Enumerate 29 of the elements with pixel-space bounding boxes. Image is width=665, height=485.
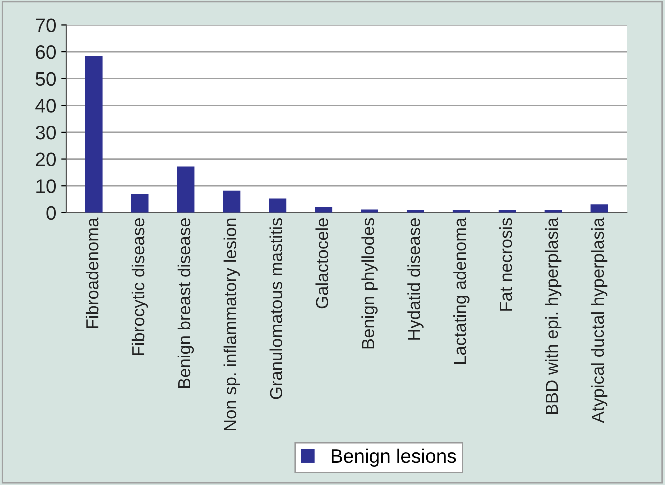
x-tick-label: Fat necrosis [500, 218, 512, 311]
x-tick-label: BBD with epi. hyperplasia [545, 218, 562, 414]
bar [315, 207, 333, 213]
x-tick-label: Benign breast disease [178, 218, 194, 388]
y-tick-label: 0 [46, 206, 56, 220]
x-tick-label: Non sp. inflammatory lesion [224, 218, 240, 431]
x-tick-label: Galactocele [316, 218, 328, 309]
y-tick-label: 60 [36, 46, 56, 60]
bar [269, 198, 287, 213]
y-tick-label: 50 [36, 72, 56, 86]
x-tick-label: Lactating adenoma [454, 218, 470, 364]
bar [223, 190, 241, 213]
x-tick-label: Fibrocytic disease [132, 218, 148, 356]
x-tick-label: Fibroadenoma [86, 218, 99, 328]
bar [131, 194, 149, 213]
y-tick-label: 10 [36, 180, 56, 194]
bar [177, 166, 195, 213]
x-tick-label: Hydatid disease [408, 218, 424, 340]
bar [590, 204, 608, 213]
x-tick-label: Atypical ductal hyperplasia [591, 218, 608, 424]
bar [361, 210, 379, 213]
y-tick-label: 40 [36, 99, 56, 113]
x-tick-label: Granulomatous mastitis [270, 218, 283, 400]
bar [85, 56, 103, 213]
y-tick-label: 70 [36, 18, 56, 32]
legend-label: Benign lesions [332, 448, 456, 468]
y-tick-label: 30 [36, 126, 56, 140]
x-tick-label: Benign phyllodes [362, 218, 378, 349]
y-tick-label: 20 [36, 152, 56, 167]
